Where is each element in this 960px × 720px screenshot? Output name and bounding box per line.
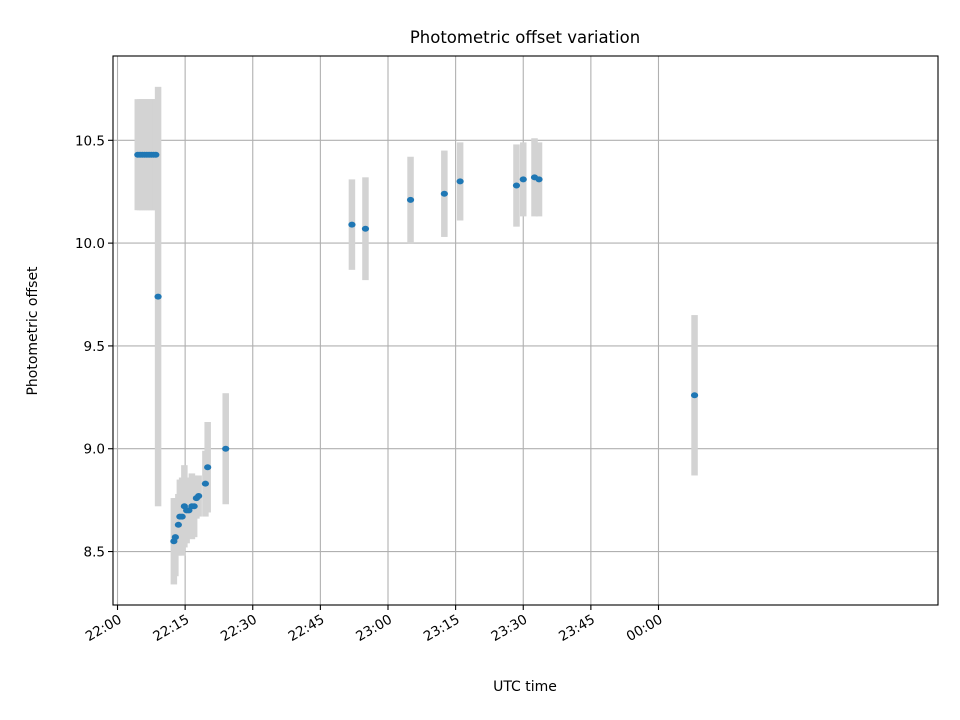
data-point xyxy=(456,178,464,185)
y-tick-label: 9.0 xyxy=(84,442,105,458)
y-tick-label: 9.5 xyxy=(84,339,105,355)
data-point xyxy=(174,521,182,528)
data-point xyxy=(512,182,521,189)
data-point xyxy=(690,392,699,399)
y-axis-label: Photometric offset xyxy=(25,266,41,396)
y-axis-ticks: 8.5 9.0 9.5 10.0 10.5 xyxy=(75,133,113,561)
x-axis-label: UTC time xyxy=(493,679,557,695)
y-tick-label: 10.0 xyxy=(75,236,105,252)
point-layer xyxy=(134,151,699,545)
data-point xyxy=(190,503,198,510)
data-point xyxy=(406,196,415,203)
y-tick-label: 8.5 xyxy=(84,545,105,561)
data-point xyxy=(535,176,543,183)
data-point xyxy=(348,221,356,228)
data-point xyxy=(152,151,160,158)
data-point xyxy=(195,493,203,500)
data-point xyxy=(440,190,448,197)
data-point xyxy=(361,225,370,232)
grid-layer xyxy=(113,56,938,605)
data-point xyxy=(178,513,186,520)
y-tick-label: 10.5 xyxy=(75,133,105,149)
plot-area xyxy=(113,56,938,605)
data-point xyxy=(222,445,230,452)
data-point xyxy=(519,176,527,183)
data-point xyxy=(171,534,179,541)
chart-title: Photometric offset variation xyxy=(410,28,640,47)
data-point xyxy=(154,293,162,300)
data-point xyxy=(201,480,210,487)
plot-frame xyxy=(112,55,939,606)
data-point xyxy=(204,464,212,471)
